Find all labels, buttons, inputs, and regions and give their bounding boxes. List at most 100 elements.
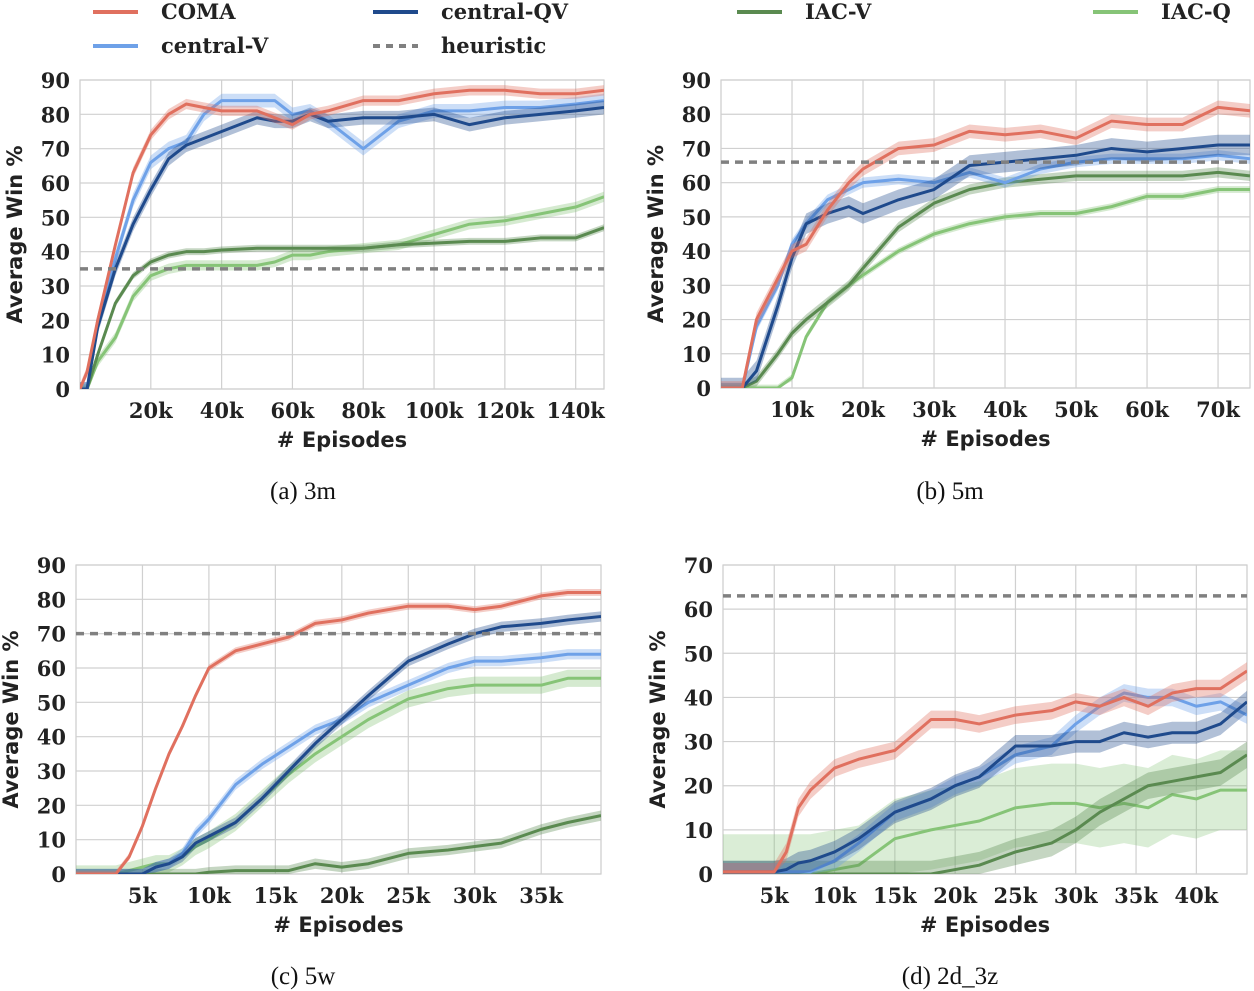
- band-iac-v: [723, 741, 1247, 874]
- legend-entry-heuristic: heuristic: [373, 33, 546, 58]
- x-tick-label: 100k: [405, 398, 464, 423]
- y-tick-label: 80: [41, 102, 70, 127]
- y-tick-label: 0: [55, 377, 70, 402]
- y-tick-label: 70: [37, 622, 66, 647]
- y-tick-label: 10: [37, 828, 66, 853]
- legend-entry-coma: COMA: [93, 0, 236, 24]
- y-tick-label: 50: [37, 690, 66, 715]
- y-tick-label: 20: [684, 774, 713, 799]
- x-tick-label: 25k: [994, 883, 1038, 908]
- y-tick-label: 90: [682, 68, 711, 93]
- y-axis-label: Average Win %: [644, 145, 668, 323]
- line-central-qv: [723, 700, 1247, 874]
- x-axis-label: # Episodes: [273, 913, 403, 937]
- y-tick-label: 30: [684, 730, 713, 755]
- y-tick-label: 60: [41, 171, 70, 196]
- y-tick-label: 0: [51, 862, 66, 887]
- band-central-v: [76, 649, 601, 874]
- line-iac-v: [80, 226, 604, 389]
- x-tick-label: 120k: [476, 398, 535, 423]
- x-tick-label: 40k: [1174, 883, 1218, 908]
- band-coma: [721, 100, 1250, 388]
- line-central-v: [80, 99, 604, 389]
- x-tick-label: 30k: [912, 397, 956, 422]
- x-tick-label: 5k: [128, 883, 158, 908]
- y-tick-label: 80: [682, 102, 711, 127]
- y-tick-label: 30: [41, 274, 70, 299]
- y-axis-label: Average Win %: [0, 630, 23, 808]
- y-tick-label: 20: [37, 793, 66, 818]
- y-tick-label: 40: [37, 725, 66, 750]
- line-central-v: [76, 652, 601, 874]
- band-iac-v: [80, 224, 604, 389]
- plot-area: [722, 564, 1248, 875]
- x-tick-label: 10k: [187, 883, 231, 908]
- legend-entry-central-qv: central-QV: [373, 0, 569, 24]
- x-tick-label: 15k: [873, 883, 917, 908]
- y-tick-label: 50: [41, 205, 70, 230]
- line-iac-v: [76, 814, 601, 874]
- x-tick-label: 20k: [841, 397, 885, 422]
- legend: COMA central-V central-QV heuristic IAC-V IAC…: [93, 0, 1231, 58]
- legend-entry-iac-v: IAC-V: [737, 0, 872, 24]
- y-tick-label: 90: [37, 553, 66, 578]
- x-tick-label: 35k: [519, 883, 563, 908]
- subplot-3: 5k 10k 15k 20k 25k 30k 35k 0 10 20 30 40 50 60 70 80 90 #…: [0, 553, 602, 990]
- x-tick-label: 5k: [760, 883, 790, 908]
- subplot-2: 10k 20k 30k 40k 50k 60k 70k 0 10 20 30 40 50 60 70 80 90…: [644, 68, 1251, 505]
- subplot-caption: (d) 2d_3z: [902, 963, 999, 990]
- line-iac-q: [721, 188, 1250, 388]
- y-tick-label: 0: [698, 862, 713, 887]
- x-tick-label: 10k: [813, 883, 857, 908]
- series-group: [76, 589, 601, 874]
- legend-entry-central-v: central-V: [93, 33, 269, 58]
- y-tick-label: 60: [37, 656, 66, 681]
- x-tick-label: 10k: [770, 397, 814, 422]
- y-tick-label: 90: [41, 68, 70, 93]
- legend-label: central-QV: [441, 0, 569, 24]
- legend-label: IAC-V: [805, 0, 872, 24]
- series-group: [723, 594, 1247, 874]
- line-coma: [80, 88, 604, 389]
- y-tick-label: 20: [41, 308, 70, 333]
- x-tick-label: 50k: [1054, 397, 1098, 422]
- subplot-caption: (a) 3m: [270, 478, 336, 505]
- series-group: [80, 85, 604, 389]
- x-axis-label: # Episodes: [920, 427, 1050, 451]
- line-iac-q: [723, 788, 1247, 874]
- x-tick-label: 70k: [1196, 397, 1240, 422]
- band-iac-v: [76, 810, 601, 874]
- line-central-v: [721, 153, 1250, 388]
- y-tick-label: 10: [684, 818, 713, 843]
- band-iac-q: [76, 669, 601, 874]
- y-tick-label: 80: [37, 587, 66, 612]
- legend-label: IAC-Q: [1161, 0, 1231, 24]
- x-tick-label: 30k: [453, 883, 497, 908]
- y-tick-label: 10: [682, 342, 711, 367]
- x-tick-label: 40k: [983, 397, 1027, 422]
- y-tick-label: 60: [682, 171, 711, 196]
- x-tick-label: 35k: [1114, 883, 1158, 908]
- x-axis-label: # Episodes: [277, 428, 407, 452]
- x-tick-label: 140k: [546, 398, 605, 423]
- line-central-qv: [721, 143, 1250, 388]
- band-coma: [723, 662, 1247, 874]
- line-central-qv: [76, 615, 601, 874]
- x-tick-label: 20k: [320, 883, 364, 908]
- y-tick-label: 20: [682, 308, 711, 333]
- y-tick-label: 40: [682, 239, 711, 264]
- x-tick-label: 25k: [386, 883, 430, 908]
- x-tick-label: 30k: [1054, 883, 1098, 908]
- y-tick-label: 30: [37, 759, 66, 784]
- y-tick-label: 70: [684, 553, 713, 578]
- y-tick-label: 40: [684, 685, 713, 710]
- x-tick-label: 60k: [271, 398, 315, 423]
- y-axis-label: Average Win %: [646, 630, 670, 808]
- x-axis-label: # Episodes: [920, 913, 1050, 937]
- plot-area: [720, 79, 1251, 389]
- legend-label: heuristic: [441, 33, 546, 58]
- band-central-v: [723, 684, 1247, 874]
- x-tick-label: 40k: [200, 398, 244, 423]
- subplot-caption: (b) 5m: [916, 478, 984, 505]
